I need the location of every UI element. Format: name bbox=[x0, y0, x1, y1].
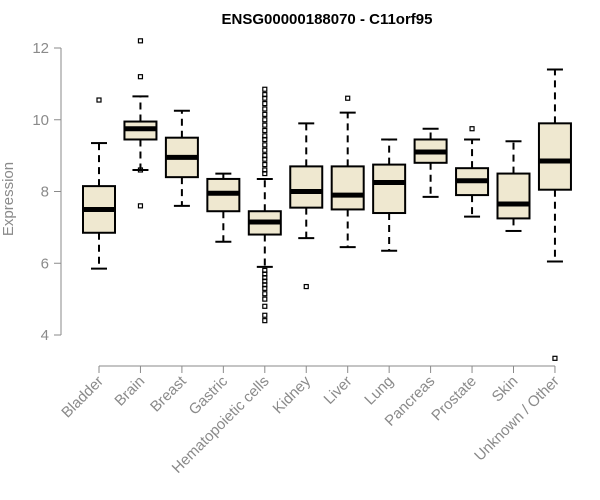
outlier-point bbox=[262, 303, 268, 309]
box-skin bbox=[496, 140, 531, 232]
outlier-point bbox=[262, 318, 268, 324]
x-tick-label: Liver bbox=[321, 373, 356, 408]
y-tick-label: 10 bbox=[32, 112, 49, 129]
outlier-point bbox=[137, 38, 144, 44]
outlier-point bbox=[262, 117, 268, 123]
box-iqr bbox=[289, 165, 324, 209]
box-gastric bbox=[206, 172, 241, 243]
y-axis: 4 6 8 10 12 bbox=[32, 40, 62, 344]
outlier-point bbox=[262, 86, 268, 92]
box-prostate bbox=[455, 126, 490, 218]
outlier-point bbox=[262, 147, 268, 153]
box-breast bbox=[164, 109, 199, 207]
y-tick-label: 4 bbox=[41, 327, 49, 344]
box-bladder bbox=[82, 97, 116, 270]
outlier-point bbox=[262, 92, 268, 98]
box-pancreas bbox=[413, 127, 448, 198]
y-tick-label: 12 bbox=[32, 40, 49, 57]
x-tick-label: Prostate bbox=[428, 373, 480, 425]
outlier-point bbox=[262, 133, 268, 139]
outlier-point bbox=[262, 142, 268, 148]
y-tick-label: 6 bbox=[41, 255, 49, 272]
boxes-group bbox=[82, 38, 572, 361]
y-axis-label: Expression bbox=[0, 162, 17, 236]
box-iqr bbox=[537, 122, 572, 191]
outlier-point bbox=[262, 122, 268, 128]
box-hematopoietic-cells bbox=[247, 86, 282, 324]
box-lung bbox=[372, 138, 407, 252]
outlier-point bbox=[96, 97, 102, 103]
outlier-point bbox=[137, 167, 144, 173]
box-unknown-other bbox=[537, 68, 572, 361]
x-tick-label: Lung bbox=[361, 373, 397, 409]
x-tick-label: Skin bbox=[489, 373, 522, 406]
outlier-point bbox=[262, 291, 268, 297]
outlier-point bbox=[262, 101, 268, 107]
outlier-point bbox=[137, 203, 144, 209]
outlier-point bbox=[345, 95, 351, 101]
box-kidney bbox=[289, 122, 324, 290]
outlier-point bbox=[262, 153, 268, 159]
outlier-point bbox=[262, 161, 268, 168]
x-tick-label: Bladder bbox=[58, 373, 107, 422]
box-liver bbox=[330, 95, 365, 249]
box-iqr bbox=[330, 165, 365, 211]
box-iqr bbox=[372, 163, 407, 215]
y-tick-label: 8 bbox=[41, 184, 49, 201]
outlier-point bbox=[262, 167, 268, 173]
outlier-point bbox=[262, 312, 268, 318]
x-tick-label: Kidney bbox=[270, 372, 315, 417]
outlier-point bbox=[137, 74, 144, 80]
chart-title: ENSG00000188070 - C11orf95 bbox=[222, 11, 433, 28]
x-tick-label: Breast bbox=[147, 372, 190, 415]
outlier-point bbox=[262, 296, 268, 302]
box-brain bbox=[123, 38, 158, 209]
outlier-point bbox=[469, 126, 475, 132]
outlier-point bbox=[262, 127, 268, 134]
outlier-point bbox=[262, 106, 268, 112]
outlier-point bbox=[262, 285, 268, 291]
x-tick-label: Brain bbox=[111, 373, 148, 410]
outlier-point bbox=[262, 111, 268, 117]
outlier-point bbox=[303, 283, 309, 290]
box-iqr bbox=[496, 172, 531, 220]
outlier-point bbox=[552, 355, 558, 361]
